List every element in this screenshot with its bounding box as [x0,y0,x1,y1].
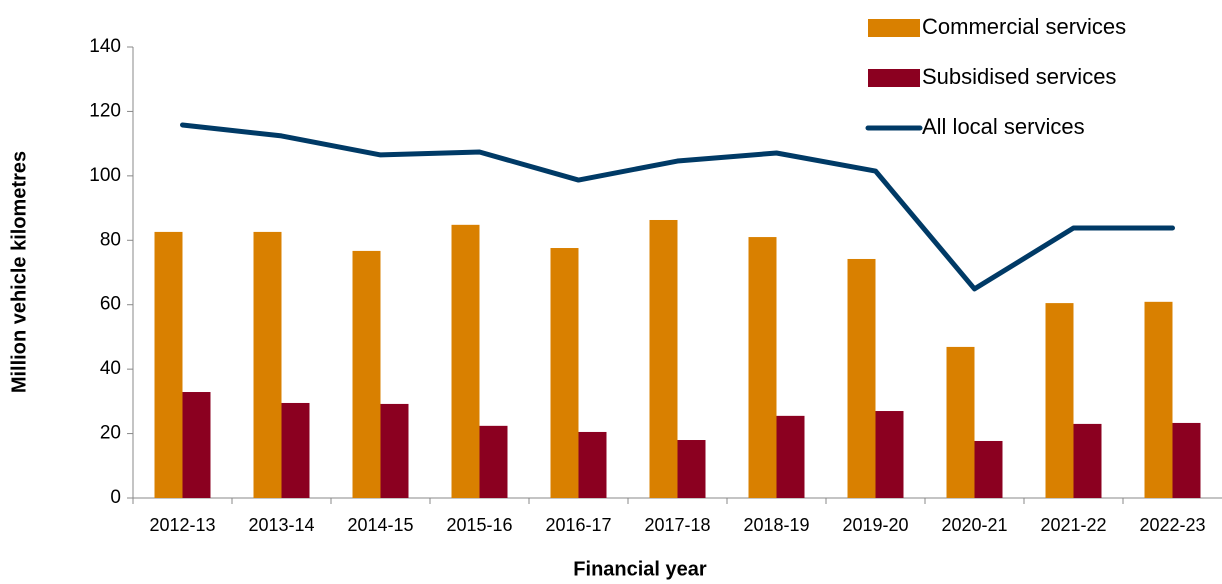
x-tick-label: 2016-17 [545,515,611,535]
y-tick-label: 100 [89,165,121,186]
bar [1073,423,1102,498]
bar [352,250,381,498]
x-tick-label: 2015-16 [446,515,512,535]
y-tick-label: 40 [100,358,121,379]
x-tick-label: 2014-15 [347,515,413,535]
bar [1172,422,1201,498]
bar [847,258,876,498]
x-tick-label: 2017-18 [644,515,710,535]
y-tick-label: 20 [100,423,121,444]
y-tick-label: 120 [89,100,121,121]
x-axis-title: Financial year [573,558,707,580]
legend-label: Commercial services [922,14,1126,39]
y-tick-label: 0 [110,487,121,508]
x-tick-label: 2022-23 [1139,515,1205,535]
y-tick-label: 140 [89,36,121,57]
bar [1144,301,1173,498]
legend-label: Subsidised services [922,64,1116,89]
legend-swatch [868,69,920,87]
x-tick-label: 2012-13 [149,515,215,535]
bar [578,431,607,498]
bar [649,219,678,498]
bar [380,403,409,498]
bar [974,440,1003,498]
y-axis-title: Million vehicle kilometres [8,151,30,393]
bar [253,231,282,498]
x-tick-label: 2021-22 [1040,515,1106,535]
y-tick-label: 80 [100,229,121,250]
x-tick-label: 2020-21 [941,515,1007,535]
line [180,122,1175,292]
bar [776,415,805,498]
bar [748,237,777,499]
x-tick-label: 2013-14 [248,515,314,535]
bar [550,248,579,498]
bar [451,224,480,498]
bar [281,402,310,498]
x-tick-label: 2018-19 [743,515,809,535]
bar [1045,303,1074,498]
bar [875,411,904,498]
x-tick-label: 2019-20 [842,515,908,535]
y-tick-label: 60 [100,294,121,315]
legend-swatch [868,19,920,37]
bar [946,346,975,498]
bar [154,231,183,498]
legend-label: All local services [922,114,1085,139]
bar [677,440,706,498]
bar [182,392,211,498]
bar [479,425,508,498]
